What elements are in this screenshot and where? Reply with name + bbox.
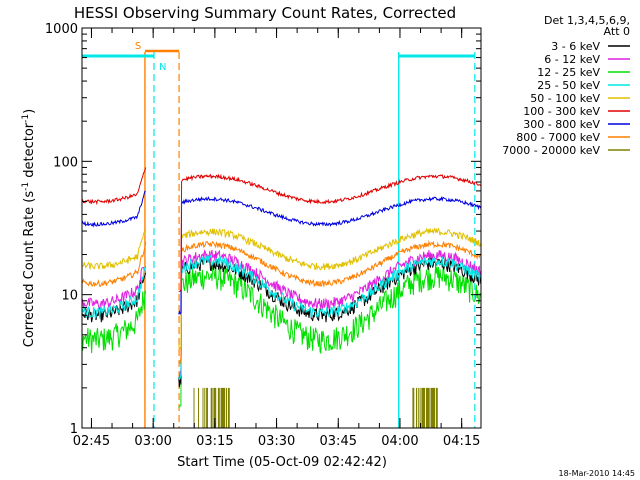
series-7000-20000-kev-line — [193, 387, 230, 428]
legend-header: Det 1,3,4,5,6,9, — [544, 14, 630, 27]
y-tick-label: 1000 — [45, 22, 78, 37]
y-tick-label: 1 — [70, 422, 78, 437]
chart-title: HESSI Observing Summary Count Rates, Cor… — [74, 4, 456, 22]
series-25-50-kev-line — [81, 266, 147, 321]
x-tick-label: 03:00 — [134, 434, 171, 449]
plot-frame — [81, 27, 482, 429]
axes: 1 10 100 1000 02:45 03:00 03:15 03:30 03:45 04:00… — [45, 22, 482, 449]
series-100-300-kev-line — [178, 173, 482, 293]
x-axis-label: Start Time (05-Oct-09 02:42:42) — [177, 455, 387, 470]
x-tick-label: 03:45 — [320, 434, 357, 449]
series-100-300-kev-line — [81, 167, 147, 206]
y-axis-label: Corrected Count Rate (s-1 detector-1) — [21, 109, 37, 347]
legend-header: Att 0 — [604, 25, 630, 38]
legend-label: 800 - 7000 keV — [516, 131, 600, 144]
y-tick-label: 10 — [61, 289, 78, 304]
series-6-12-kev-line — [178, 249, 482, 379]
series-800-7000-kev-line — [81, 241, 147, 288]
x-tick-label: 02:45 — [73, 434, 110, 449]
footer-date: 18-Mar-2010 14:45 — [559, 469, 636, 478]
legend-label: 7000 - 20000 keV — [502, 144, 600, 157]
saa-label: S — [135, 41, 141, 52]
series-25-50-kev-line — [178, 253, 481, 381]
series-3-6-kev-line — [178, 256, 482, 388]
series-50-100-kev-line — [81, 229, 147, 270]
legend-label: 3 - 6 keV — [551, 40, 600, 53]
series-300-800-kev-line — [81, 190, 146, 228]
series-800-7000-kev-line — [178, 239, 482, 365]
x-tick-label: 03:15 — [196, 434, 233, 449]
series-12-25-kev-line — [81, 290, 147, 354]
series-6-12-kev-line — [81, 266, 147, 310]
series-7000-20000-kev-line — [412, 387, 438, 428]
legend-label: 100 - 300 keV — [523, 105, 600, 118]
x-tick-label: 03:30 — [258, 434, 295, 449]
legend-label: 12 - 25 keV — [537, 66, 600, 79]
legend-label: 25 - 50 keV — [537, 79, 600, 92]
legend-label: 50 - 100 keV — [530, 92, 600, 105]
series-50-100-kev-line — [178, 227, 482, 351]
x-tick-label: 04:15 — [443, 434, 480, 449]
series-12-25-kev-line — [178, 264, 482, 409]
series-300-800-kev-line — [178, 195, 482, 315]
legend-label: 6 - 12 keV — [544, 53, 600, 66]
y-tick-label: 100 — [53, 155, 78, 170]
legend-label: 300 - 800 keV — [523, 118, 600, 131]
night-label: N — [159, 62, 166, 73]
plot-area: SN — [81, 41, 482, 428]
x-tick-label: 04:00 — [381, 434, 418, 449]
